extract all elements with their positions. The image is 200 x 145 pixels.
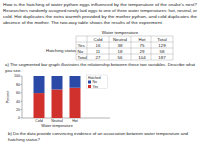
y-axis-label: Percent [6,91,10,103]
intro-text: Researchers randomly assigned newly laid… [3,8,198,13]
row-label: Yes [78,43,86,48]
column-header: Neutral [113,37,127,42]
question-text: you see. [5,68,22,73]
intro-text: absence of the mother. The two-way table… [3,20,163,25]
y-tick-label: 100 [14,74,20,78]
question-text: hatching status? [8,137,41,142]
table-rule [76,36,77,60]
table-rule [151,36,152,60]
bar-segment [70,88,81,118]
bar-segment [34,93,45,118]
x-tick-label: Hot [72,119,78,123]
table-cell: 29 [140,49,145,54]
table-cell: 58 [160,49,165,54]
column-header: Total [157,37,166,42]
table-cell: 129 [158,43,166,48]
bar-segment [34,76,45,93]
table-cell: 104 [138,55,146,60]
table-cell: 16 [96,43,101,48]
intro-text: How is the hatching of water python eggs… [3,2,198,7]
legend-swatch [88,81,91,84]
row-label: Total [78,55,87,60]
table-rule [131,36,132,60]
x-axis-label: Water temperature [41,124,73,128]
column-header: Cold [93,37,103,42]
table-rule [76,48,173,49]
legend-label: No [93,80,97,84]
bar-segment [70,76,81,88]
table-cell: 56 [118,55,123,60]
table-cell: 38 [118,43,123,48]
legend: HatchedNoYes [87,75,108,89]
table-cell: 187 [158,55,166,60]
y-axis [22,76,23,118]
legend-title: Hatched [88,76,101,80]
chart: 020406080100PercentColdNeutralHotWater t… [6,74,110,127]
table-cell: 75 [140,43,145,48]
bar-segment [52,89,63,118]
question-text: b) Do the data provide convincing eviden… [8,131,189,136]
table-rule [173,36,174,60]
legend-label: Yes [93,85,99,89]
table-rule [109,36,110,60]
background [0,0,200,145]
intro-text: cold. Hot duplicates the extra warmth pr… [3,14,198,19]
y-tick-label: 0 [18,116,20,120]
y-tick-label: 80 [16,83,20,87]
table: Cold Neutral Hot Total Yes 16 38 75 129 No 11 18 29 5… [76,36,173,60]
row-header: Hatching status [46,48,77,53]
page: How is the hatching of water python eggs… [0,0,200,145]
y-tick-label: 20 [16,108,20,112]
row-label: No [78,49,84,54]
y-tick-label: 60 [16,91,20,95]
table-cell: 11 [96,49,101,54]
legend-swatch [88,85,91,88]
bar-segment [52,76,63,89]
legend-box [87,75,108,89]
column-header: Hot [139,37,147,42]
y-tick-label: 40 [16,100,20,104]
table-cell: 27 [96,55,101,60]
table-header: Water temperature [102,30,139,35]
table-cell: 18 [118,49,123,54]
bars [34,76,81,118]
table-rule [76,60,173,61]
question-text: a) The segmented bar graph illustrates t… [5,62,196,67]
